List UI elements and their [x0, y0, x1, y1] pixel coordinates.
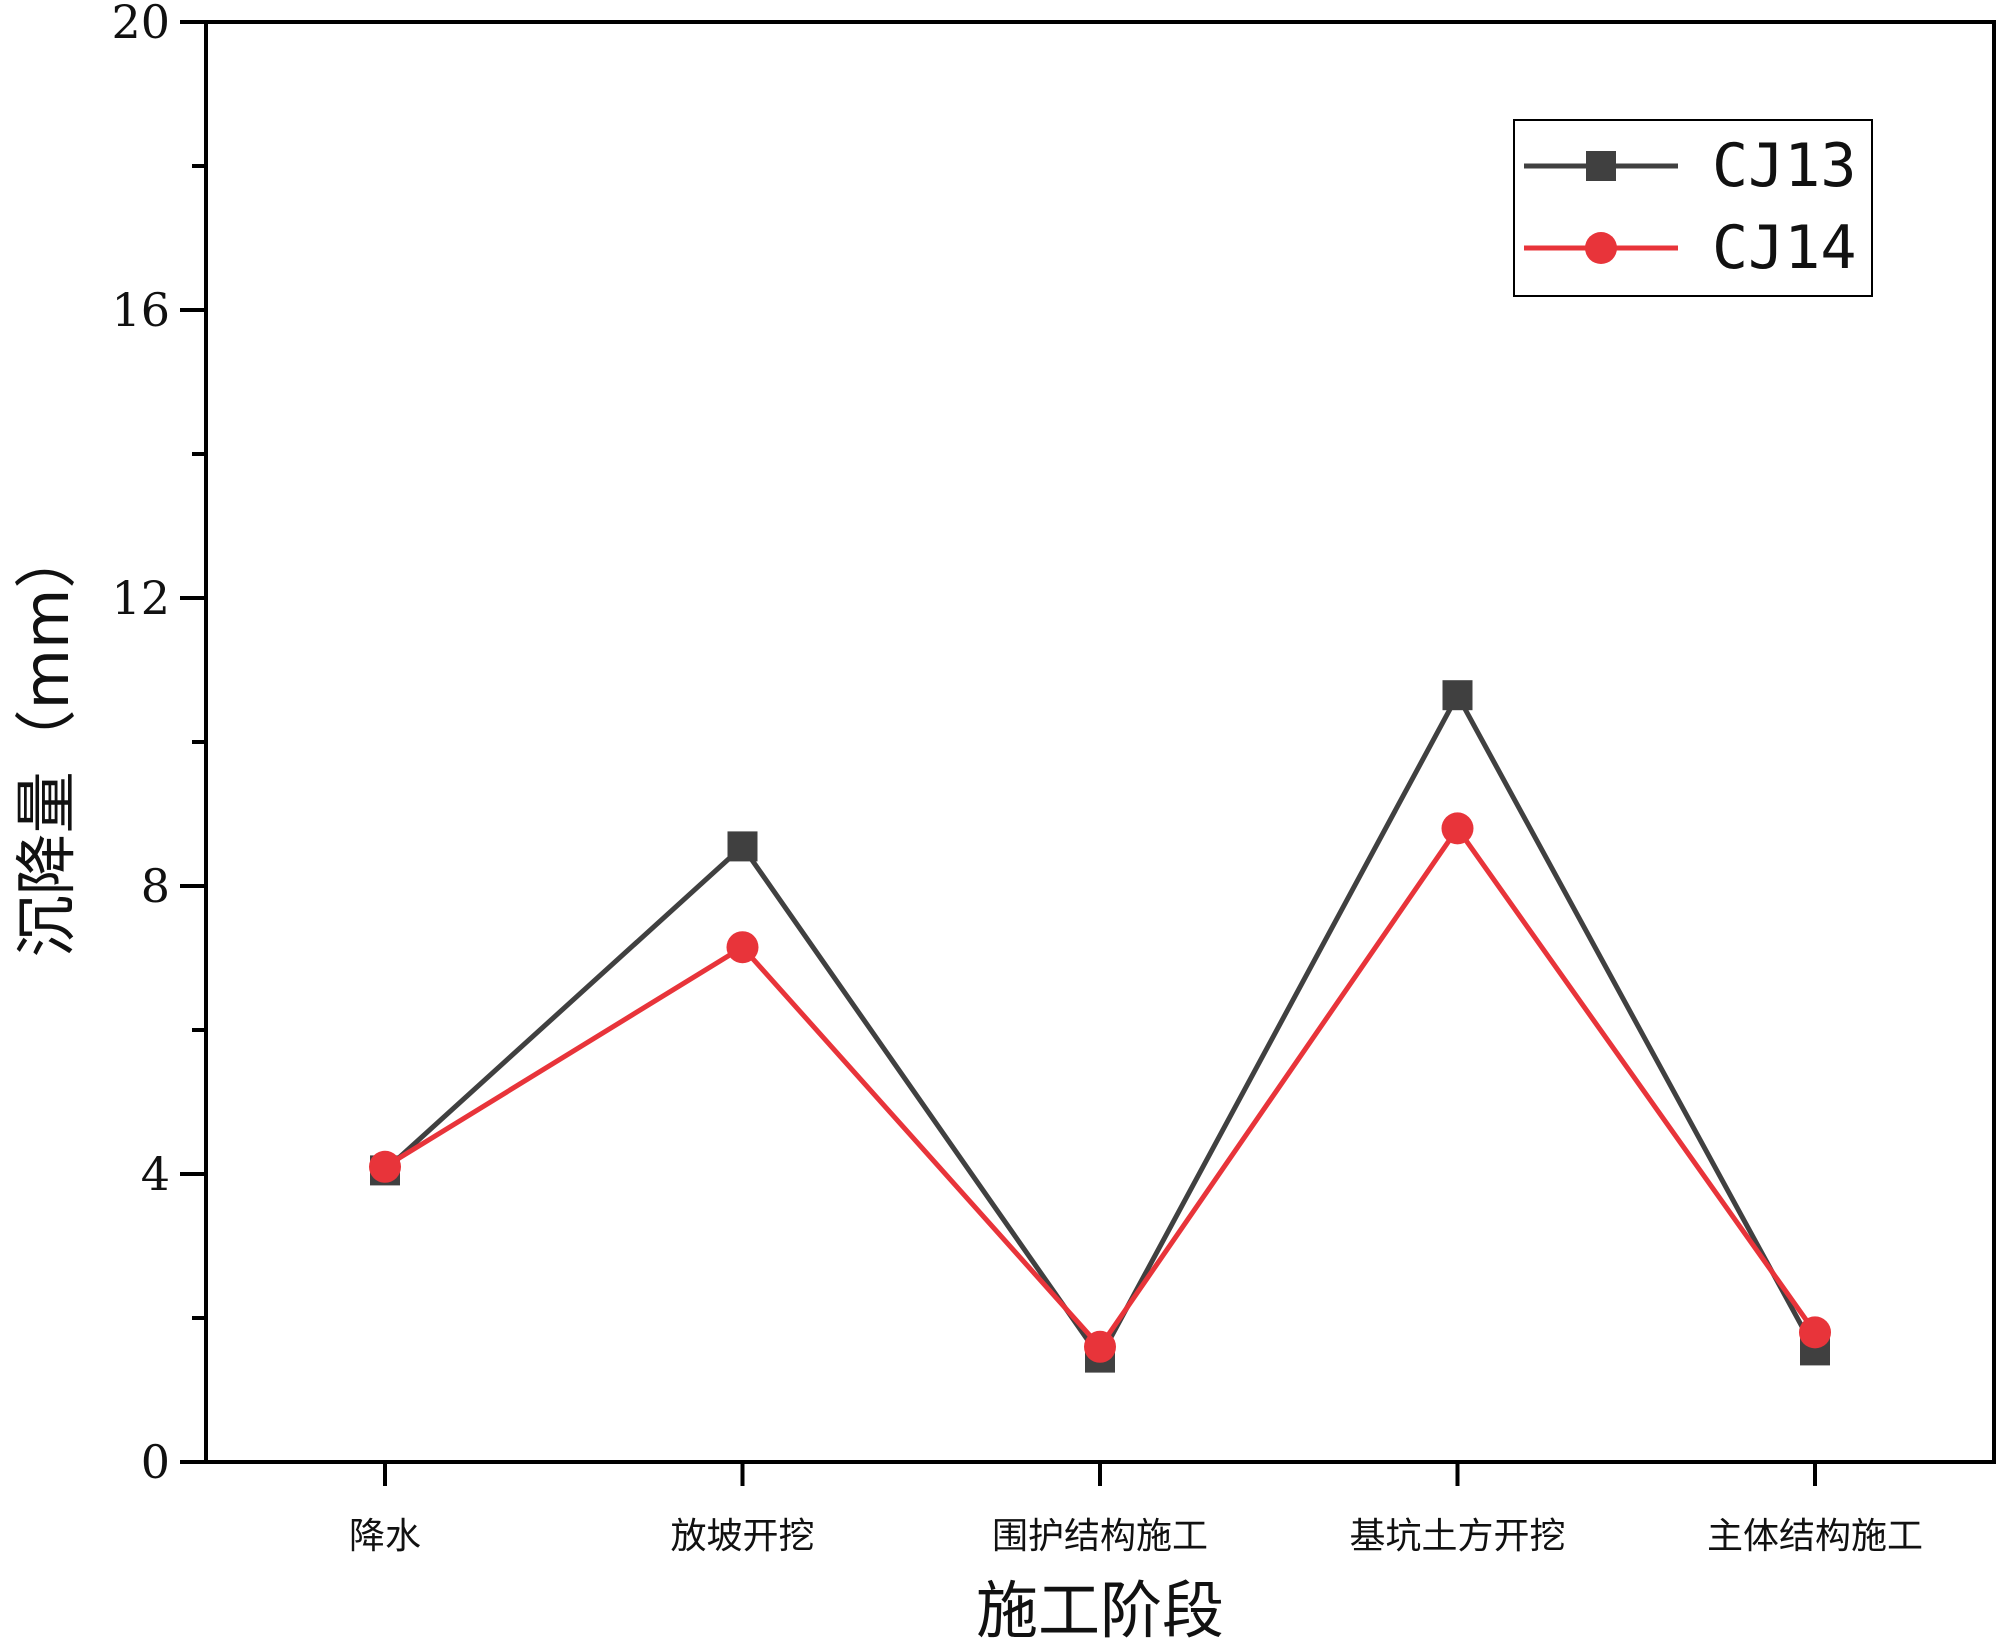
point-cj14 [1084, 1330, 1116, 1363]
legend-label-cj14: CJ14 [1712, 213, 1857, 283]
x-axis-title: 施工阶段 [976, 1574, 1224, 1647]
y-axis-title: 沉降量（mm） [10, 527, 83, 958]
legend: CJ13 CJ14 [1513, 119, 1873, 297]
x-category-label: 围护结构施工 [992, 1516, 1208, 1557]
point-cj14 [1441, 812, 1474, 845]
y-tick-label: 12 [111, 571, 170, 625]
legend-label-cj13: CJ13 [1712, 131, 1857, 201]
x-category-label: 降水 [349, 1516, 421, 1557]
point-cj13 [1442, 680, 1473, 711]
point-cj14 [1799, 1316, 1831, 1349]
x-axis: 降水 放坡开挖 围护结构施工 基坑土方开挖 主体结构施工 [349, 1462, 1923, 1557]
x-category-label: 主体结构施工 [1707, 1516, 1923, 1557]
series-layer [369, 680, 1831, 1373]
y-tick-label: 20 [111, 0, 170, 49]
x-category-label: 放坡开挖 [670, 1516, 814, 1557]
y-tick-label: 4 [141, 1147, 170, 1201]
y-axis: 0 4 8 12 16 20 [111, 0, 206, 1489]
y-tick-label: 8 [141, 859, 170, 913]
point-cj14 [726, 931, 759, 964]
x-category-label: 基坑土方开挖 [1349, 1516, 1565, 1557]
legend-box [1513, 119, 1873, 297]
y-tick-label: 0 [141, 1435, 170, 1489]
y-tick-label: 16 [111, 283, 170, 337]
point-cj13 [727, 831, 758, 862]
series-line-cj14 [383, 824, 1818, 1351]
legend-marker-cj14 [1585, 232, 1617, 264]
legend-marker-cj13 [1586, 151, 1616, 181]
point-cj14 [369, 1150, 401, 1183]
